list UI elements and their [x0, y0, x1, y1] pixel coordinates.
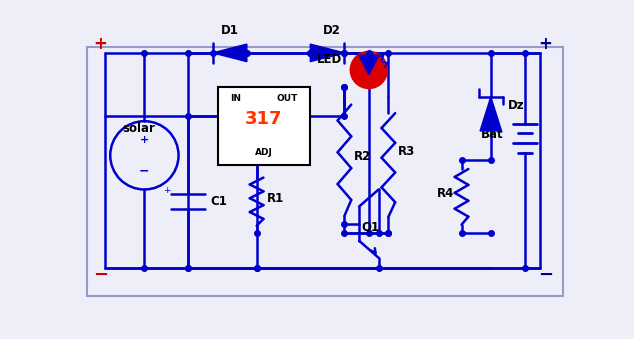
- Text: R1: R1: [266, 192, 283, 205]
- Text: R3: R3: [398, 145, 415, 158]
- Text: Q1: Q1: [361, 221, 380, 234]
- Text: −: −: [538, 266, 553, 284]
- Polygon shape: [212, 44, 247, 62]
- FancyBboxPatch shape: [217, 87, 310, 165]
- Polygon shape: [359, 55, 378, 75]
- Text: +: +: [538, 35, 552, 53]
- Text: Dz: Dz: [508, 99, 524, 112]
- Text: C1: C1: [210, 195, 227, 208]
- Text: −: −: [93, 266, 108, 284]
- Text: IN: IN: [230, 94, 241, 103]
- Text: LED: LED: [317, 53, 342, 66]
- Text: D1: D1: [221, 24, 239, 37]
- Text: R2: R2: [354, 150, 372, 163]
- Text: +: +: [139, 135, 149, 145]
- Text: 317: 317: [245, 110, 283, 128]
- Text: R4: R4: [437, 187, 455, 200]
- Text: ADJ: ADJ: [255, 148, 273, 157]
- Text: solar: solar: [122, 122, 155, 135]
- Text: −: −: [139, 164, 150, 177]
- Circle shape: [351, 52, 387, 88]
- Polygon shape: [310, 44, 344, 62]
- Text: D2: D2: [323, 24, 341, 37]
- Text: +: +: [94, 35, 107, 53]
- Polygon shape: [480, 97, 501, 131]
- Text: Bat: Bat: [481, 128, 503, 141]
- Text: +: +: [162, 186, 170, 195]
- Text: OUT: OUT: [276, 94, 298, 103]
